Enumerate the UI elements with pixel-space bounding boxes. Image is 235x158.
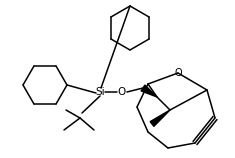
- Text: Si: Si: [95, 87, 105, 97]
- Polygon shape: [150, 110, 170, 126]
- Polygon shape: [141, 85, 157, 97]
- Text: O: O: [174, 68, 182, 78]
- Text: O: O: [118, 87, 126, 97]
